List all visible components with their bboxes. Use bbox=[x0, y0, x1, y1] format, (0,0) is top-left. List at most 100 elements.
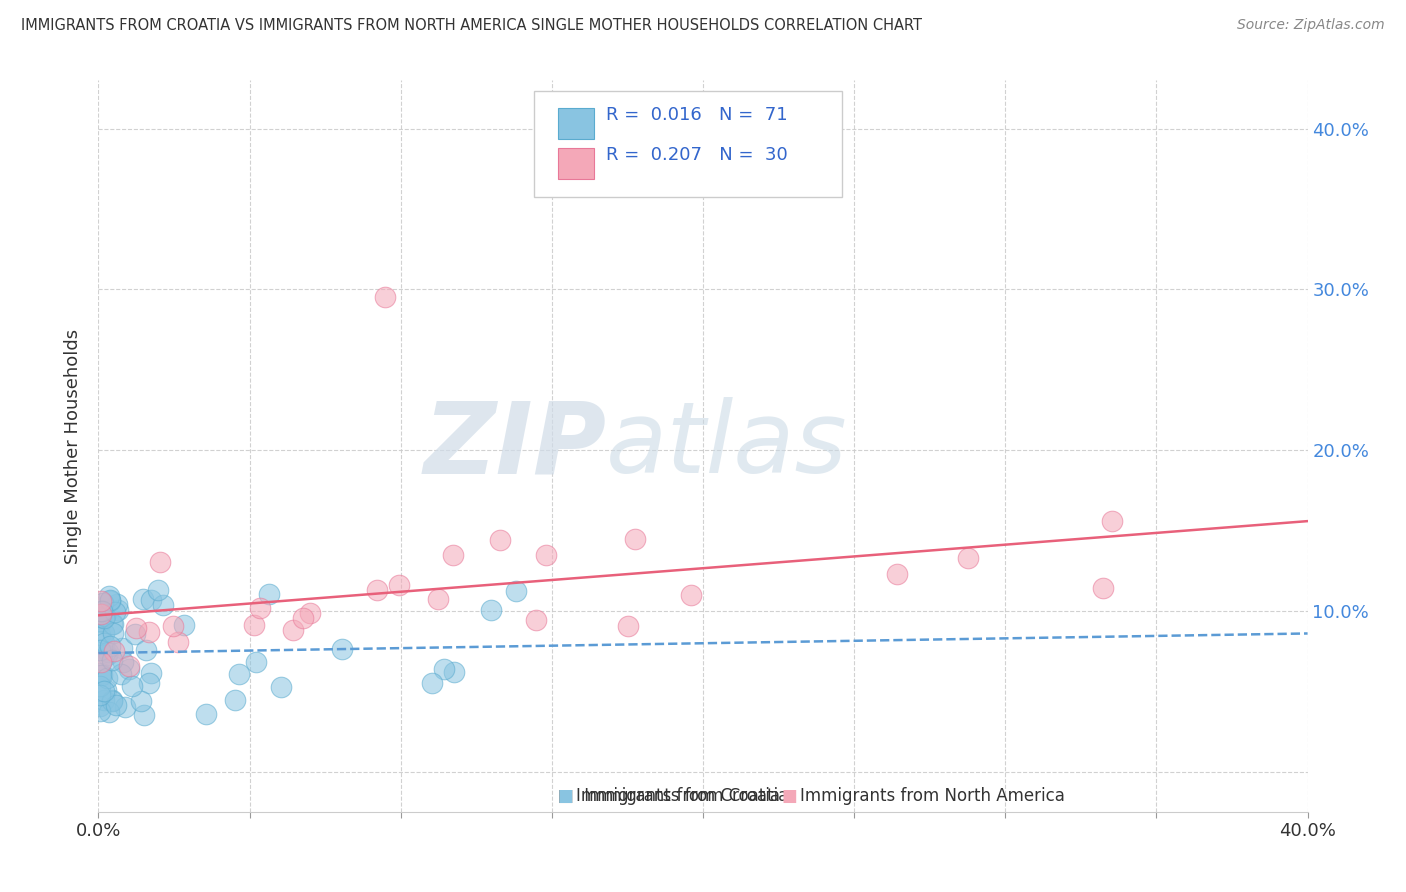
Point bbox=[104, 698, 127, 713]
Point bbox=[90, 668, 112, 682]
Point bbox=[270, 680, 292, 694]
Point bbox=[90, 607, 112, 621]
Point bbox=[366, 583, 388, 598]
Point bbox=[138, 624, 160, 639]
Point bbox=[104, 605, 127, 619]
Point bbox=[1101, 514, 1123, 528]
Point bbox=[101, 694, 124, 708]
Point bbox=[292, 611, 315, 625]
Point bbox=[616, 619, 638, 633]
Text: atlas: atlas bbox=[606, 398, 848, 494]
Point bbox=[98, 593, 121, 607]
Point bbox=[624, 533, 647, 547]
Point bbox=[90, 615, 112, 629]
Point bbox=[101, 626, 124, 640]
Point bbox=[426, 591, 449, 606]
Point bbox=[93, 626, 115, 640]
Point bbox=[98, 705, 121, 719]
Text: Source: ZipAtlas.com: Source: ZipAtlas.com bbox=[1237, 18, 1385, 32]
FancyBboxPatch shape bbox=[534, 91, 842, 197]
Point bbox=[441, 548, 464, 562]
Point bbox=[91, 668, 114, 682]
Point bbox=[107, 603, 129, 617]
Point bbox=[138, 676, 160, 690]
Point bbox=[111, 641, 134, 656]
Point bbox=[90, 615, 112, 629]
Point bbox=[132, 707, 155, 722]
Point bbox=[118, 662, 141, 676]
Text: ■: ■ bbox=[558, 787, 574, 805]
Point bbox=[101, 617, 124, 632]
Point bbox=[505, 584, 527, 599]
Point bbox=[90, 609, 112, 624]
Point bbox=[388, 578, 411, 592]
Point bbox=[141, 665, 163, 680]
Point bbox=[132, 591, 155, 606]
Point bbox=[97, 645, 120, 659]
Point bbox=[89, 628, 111, 642]
Point bbox=[162, 619, 184, 633]
Y-axis label: Single Mother Households: Single Mother Households bbox=[65, 328, 83, 564]
Point bbox=[101, 616, 124, 631]
Point bbox=[257, 587, 280, 601]
Point bbox=[101, 693, 124, 707]
Point bbox=[89, 604, 111, 618]
Point bbox=[91, 596, 114, 610]
Point bbox=[679, 588, 702, 602]
Point bbox=[149, 555, 172, 569]
Point bbox=[124, 627, 146, 641]
Point bbox=[90, 604, 112, 618]
Point bbox=[224, 693, 246, 707]
Point bbox=[100, 639, 122, 653]
Point bbox=[420, 676, 443, 690]
Point bbox=[118, 659, 141, 673]
Point bbox=[1091, 582, 1114, 596]
Point bbox=[98, 594, 121, 608]
Point bbox=[103, 644, 125, 658]
Point bbox=[125, 621, 148, 635]
Point bbox=[90, 653, 112, 667]
Text: R =  0.207   N =  30: R = 0.207 N = 30 bbox=[606, 146, 787, 164]
Point bbox=[89, 679, 111, 693]
Point bbox=[101, 653, 124, 667]
Point bbox=[89, 688, 111, 702]
Point bbox=[93, 611, 115, 625]
Point bbox=[110, 667, 132, 681]
Point bbox=[90, 666, 112, 681]
Point bbox=[129, 694, 152, 708]
Point bbox=[330, 641, 353, 656]
Text: Immigrants from North America: Immigrants from North America bbox=[800, 787, 1064, 805]
Point bbox=[94, 682, 117, 697]
Point bbox=[524, 613, 547, 627]
Point bbox=[245, 655, 267, 669]
Point bbox=[194, 707, 217, 722]
Point bbox=[374, 290, 396, 304]
Point bbox=[141, 593, 163, 607]
Point bbox=[299, 607, 322, 621]
Point bbox=[243, 618, 266, 632]
Point bbox=[956, 551, 979, 566]
Text: ZIP: ZIP bbox=[423, 398, 606, 494]
Text: ■: ■ bbox=[782, 787, 797, 805]
Point bbox=[90, 655, 112, 669]
Point bbox=[249, 600, 271, 615]
Point bbox=[89, 704, 111, 718]
Point bbox=[93, 636, 115, 650]
Point bbox=[433, 661, 456, 675]
Point bbox=[93, 693, 115, 707]
Bar bbox=[558, 108, 595, 139]
Point bbox=[443, 665, 465, 679]
Point bbox=[152, 598, 174, 612]
Point bbox=[96, 671, 118, 685]
Point bbox=[89, 643, 111, 657]
Point bbox=[89, 698, 111, 713]
Point bbox=[228, 666, 250, 681]
Point bbox=[534, 548, 557, 562]
Point bbox=[886, 566, 908, 581]
Point bbox=[90, 594, 112, 608]
Point bbox=[94, 609, 117, 624]
Point bbox=[173, 618, 195, 632]
Point bbox=[93, 684, 115, 698]
Text: ■  Immigrants from Croatia: ■ Immigrants from Croatia bbox=[558, 787, 789, 805]
Point bbox=[112, 656, 135, 670]
